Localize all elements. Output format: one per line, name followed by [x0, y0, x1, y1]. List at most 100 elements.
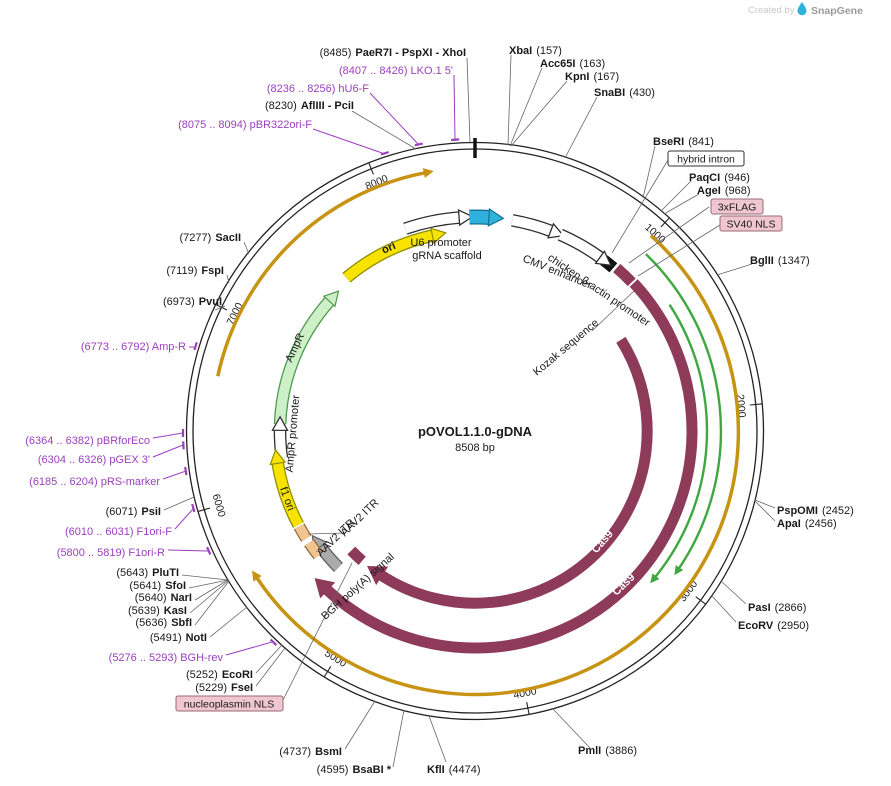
site-name: BglII: [750, 255, 774, 267]
leader: [510, 80, 568, 147]
nucleoplasmin-nls-tag: nucleoplasmin NLS: [184, 699, 274, 711]
site-labels-right: XbaI (157) Acc65I (163) KpnI (167) SnaBI (43…: [509, 45, 854, 632]
plasmid-size: 8508 bp: [455, 442, 495, 454]
feature-arc-cas9-inner: [367, 336, 653, 609]
ori-arrow: [343, 227, 447, 282]
site-name: XbaI: [509, 45, 532, 57]
site-name: FseI: [231, 682, 253, 694]
site-label-noti: (5491) NotI: [150, 632, 207, 644]
site-pos: (6071): [106, 506, 138, 518]
site-label-ecori: (5252) EcoRI: [186, 669, 253, 681]
tick-2000: [749, 403, 762, 406]
tag-labels: hybrid intron 3xFLAG SV40 NLS nucleoplas…: [175, 150, 783, 712]
site-label-bsmi: (4737) BsmI: [279, 746, 342, 758]
kozak-sequence-label: Kozak sequence: [531, 317, 601, 378]
site-label-pspomi: PspOMI (2452): [777, 505, 854, 517]
site-label-kfli: KflI (4474): [427, 764, 481, 776]
tick-5000: [324, 666, 332, 677]
hybrid-intron-tag: hybrid intron: [677, 154, 735, 166]
leader: [243, 241, 250, 255]
snapgene-droplet-icon: [797, 2, 807, 16]
leader: [591, 290, 635, 332]
ampr-arrow: [275, 290, 340, 425]
leader: [637, 224, 721, 277]
primer-mark: [184, 466, 188, 476]
site-label-kasi: (5639) KasI: [128, 605, 187, 617]
site-label-paqci: PaqCI (946): [689, 172, 750, 184]
site-name: BsmI: [315, 746, 342, 758]
site-pos: (968): [725, 185, 751, 197]
site-pos: (2456): [805, 518, 837, 530]
site-name: FspI: [201, 265, 224, 277]
site-pos: (5640): [135, 592, 167, 604]
site-name: KflI: [427, 764, 445, 776]
site-label-pmli: PmlI (3886): [578, 745, 637, 757]
leader: [754, 499, 776, 509]
sv40-nls-tag: SV40 NLS: [726, 219, 775, 231]
site-pos: (6973): [163, 296, 195, 308]
primer-leader: [167, 549, 209, 552]
site-name: SacII: [215, 232, 241, 244]
tick-label-1000: 1000: [642, 221, 668, 246]
site-labels-left: (8485) PaeR7I - PspXI - XhoI (8230) AflIII…: [106, 47, 466, 776]
tick-label-6000: 6000: [210, 493, 228, 519]
tick-6000: [198, 507, 211, 512]
leader: [344, 700, 376, 750]
primer-mark: [269, 638, 278, 646]
f1-ori-label: f1 ori: [277, 485, 297, 512]
leader: [214, 305, 226, 311]
site-label-agei: AgeI (968): [697, 185, 751, 197]
site-label-fspi: (7119) FspI: [166, 265, 224, 277]
leader: [226, 274, 230, 284]
site-name: SnaBI: [594, 87, 625, 99]
primer-leader: [152, 432, 184, 439]
leader: [660, 180, 692, 212]
site-labels-bottom: KflI (4474) PmlI (3886): [427, 745, 637, 776]
feature-segment-3xflag-sv40nls: [613, 263, 636, 287]
site-label-sacii: (7277) SacII: [180, 232, 241, 244]
site-pos: (163): [579, 58, 605, 70]
leader: [282, 562, 353, 701]
leader: [754, 500, 776, 522]
leader: [209, 606, 248, 638]
primer-mark: [451, 138, 460, 142]
site-pos: (5643): [116, 567, 148, 579]
site-pos: (3886): [605, 745, 637, 757]
leader: [255, 644, 283, 674]
aav2-itr-box-2: [294, 524, 311, 542]
site-label-snabi: SnaBI (430): [594, 87, 655, 99]
leader: [507, 54, 512, 146]
primer-mark: [191, 503, 196, 513]
primer-mark: [414, 142, 423, 147]
site-label-afliii-pcii: (8230) AflIII - PciI: [265, 100, 354, 112]
3xflag-tag: 3xFLAG: [718, 202, 757, 214]
feature-segment-hybrid-intron: [600, 255, 618, 273]
leader: [181, 574, 229, 581]
grna-scaffold-label: gRNA scaffold: [412, 250, 482, 262]
primer-label-amp-r: (6773 .. 6792) Amp-R: [81, 341, 186, 353]
leader: [509, 67, 543, 147]
site-label-kpni: KpnI (167): [565, 71, 619, 83]
feature-arc-gold-right: [251, 234, 741, 697]
site-label-acc65i: Acc65I (163): [540, 58, 605, 70]
site-name: BsaBI *: [352, 764, 391, 776]
primer-labels: (8407 .. 8426) LKO.1 5' (8236 .. 8256) h…: [25, 65, 453, 664]
nucleoplasmin-nls-tag-box: [175, 695, 284, 712]
watermark-created-by: Created by: [748, 5, 795, 16]
leader: [189, 580, 229, 614]
leader: [315, 550, 323, 553]
cmv-enhancer-arrow: [511, 215, 565, 239]
site-pos: (7119): [166, 265, 197, 277]
site-pos: (4595): [317, 764, 349, 776]
leader-lines: [163, 54, 776, 768]
site-pos: (5636): [135, 617, 167, 629]
ampr-promoter-arrow: [271, 415, 289, 459]
aav2-itr-label-2: AAV2 ITR: [338, 497, 381, 539]
feature-arc-gold-left: [216, 168, 434, 377]
site-name: KasI: [164, 605, 187, 617]
site-label-pvui: (6973) PvuI: [163, 296, 222, 308]
site-name: ApaI: [777, 518, 801, 530]
leader: [188, 579, 229, 589]
